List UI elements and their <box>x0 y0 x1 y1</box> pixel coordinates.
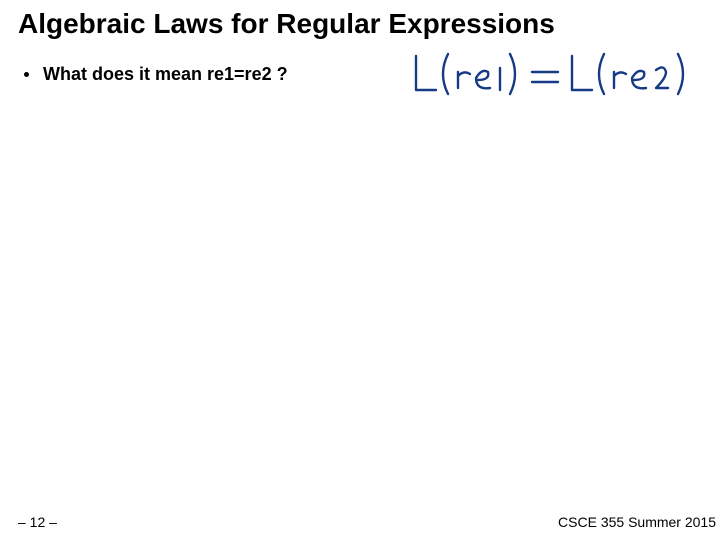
course-label: CSCE 355 Summer 2015 <box>558 514 716 530</box>
handwritten-equation <box>408 48 698 104</box>
slide: Algebraic Laws for Regular Expressions W… <box>0 0 720 540</box>
bullet-dot-icon <box>24 72 29 77</box>
bullet-row: What does it mean re1=re2 ? <box>24 64 288 85</box>
handwriting-svg <box>408 48 698 104</box>
slide-title: Algebraic Laws for Regular Expressions <box>18 8 710 40</box>
bullet-text: What does it mean re1=re2 ? <box>43 64 288 85</box>
page-number: – 12 – <box>18 514 57 530</box>
